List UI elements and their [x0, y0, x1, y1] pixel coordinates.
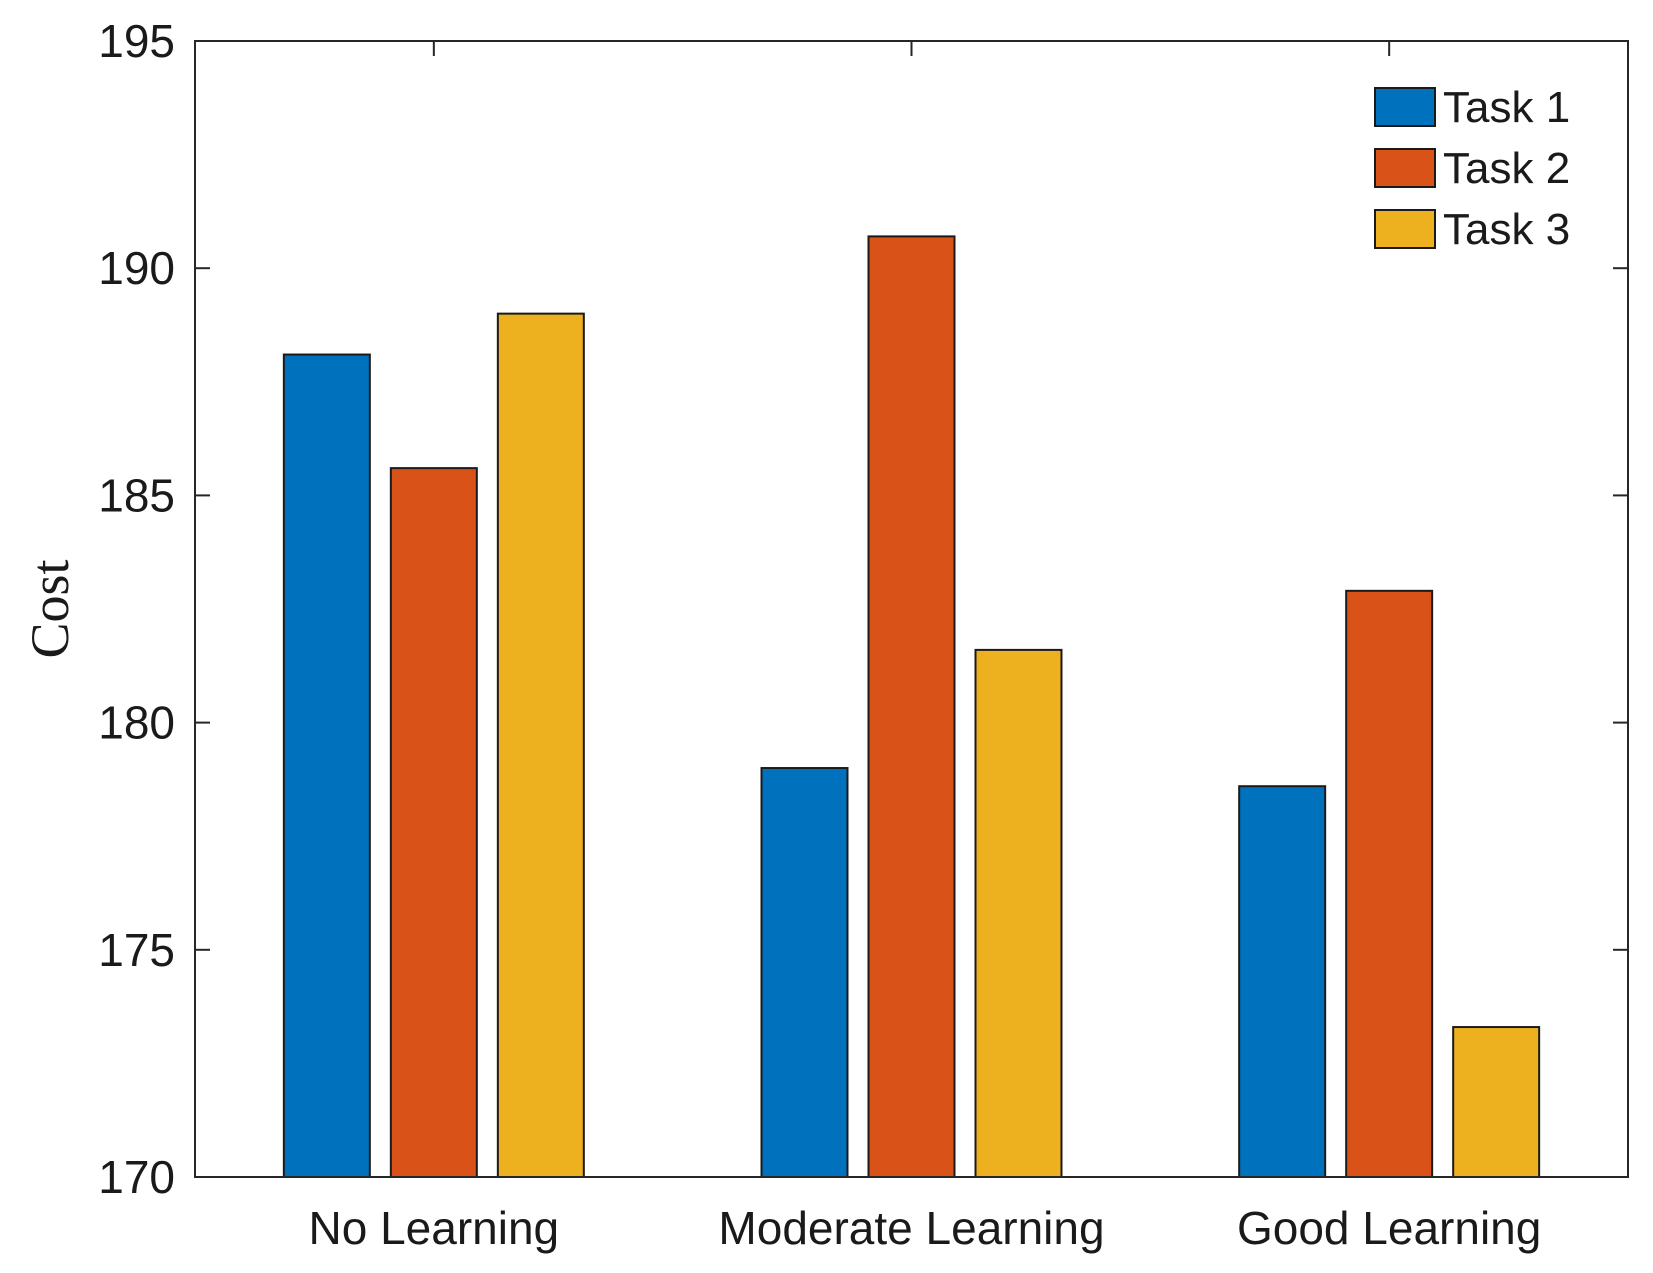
y-tick-label: 170 — [98, 1151, 175, 1203]
legend-swatch — [1374, 87, 1436, 127]
y-tick-label: 185 — [98, 469, 175, 521]
legend-swatch — [1374, 209, 1436, 249]
y-tick-label: 175 — [98, 924, 175, 976]
bar-task-2 — [1345, 589, 1434, 1178]
bar-task-1 — [282, 353, 371, 1178]
x-tick-label: Good Learning — [1237, 1202, 1541, 1254]
y-tick-label: 190 — [98, 242, 175, 294]
bar-task-3 — [496, 312, 585, 1178]
y-tick-label: 195 — [98, 15, 175, 67]
bar-task-2 — [867, 235, 956, 1178]
legend-label: Task 3 — [1443, 205, 1570, 254]
legend-label: Task 2 — [1443, 144, 1570, 193]
bar-task-2 — [389, 467, 478, 1178]
bar-task-3 — [1452, 1026, 1541, 1178]
legend-label: Task 1 — [1443, 83, 1570, 132]
bar-task-1 — [760, 767, 849, 1178]
x-tick-label: No Learning — [309, 1202, 560, 1254]
y-tick-label: 180 — [98, 697, 175, 749]
x-tick-labels: No Learning Moderate Learning Good Learnin… — [309, 1202, 1542, 1254]
y-tick-labels: 170 175 180 185 190 195 — [98, 15, 175, 1203]
legend: Task 1 Task 2 Task 3 — [1374, 83, 1570, 254]
x-tick-label: Moderate Learning — [718, 1202, 1104, 1254]
bar-task-3 — [974, 648, 1063, 1178]
plot-frame — [194, 40, 1629, 1178]
bar-task-1 — [1238, 785, 1327, 1178]
y-axis-label: Cost — [20, 559, 80, 658]
bars — [282, 235, 1541, 1178]
legend-swatch — [1374, 148, 1436, 188]
